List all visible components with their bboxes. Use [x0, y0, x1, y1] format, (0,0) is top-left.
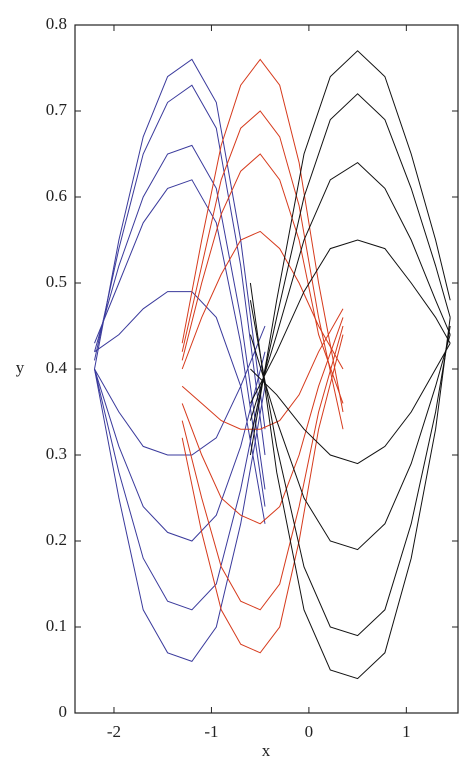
- curve: [94, 84, 266, 456]
- curve: [181, 325, 344, 611]
- x-tick-label: 0: [305, 722, 314, 741]
- y-tick-label: 0.6: [46, 186, 67, 205]
- y-tick-label: 0.4: [46, 358, 68, 377]
- y-tick-label: 0.8: [46, 14, 67, 33]
- curve: [181, 308, 344, 430]
- curve: [94, 368, 266, 611]
- curve: [249, 300, 451, 637]
- y-tick-label: 0.1: [46, 616, 67, 635]
- curve: [94, 58, 266, 430]
- curve: [181, 230, 344, 370]
- y-axis-label: y: [16, 358, 25, 377]
- curve: [181, 58, 344, 413]
- curve: [249, 282, 451, 680]
- curve: [249, 93, 451, 438]
- curve: [94, 368, 266, 662]
- y-tick-label: 0.3: [46, 444, 67, 463]
- curve: [249, 334, 451, 551]
- curve: [94, 179, 266, 507]
- curve: [249, 50, 451, 456]
- x-axis-label: x: [262, 741, 271, 760]
- y-tick-label: 0.2: [46, 530, 67, 549]
- curve: [250, 342, 451, 465]
- curve: [249, 161, 451, 421]
- curve: [94, 325, 266, 456]
- y-tick-label: 0: [59, 702, 68, 721]
- curve: [94, 351, 266, 542]
- y-tick-label: 0.7: [46, 100, 68, 119]
- curve: [181, 110, 344, 430]
- x-tick-label: 1: [402, 722, 411, 741]
- curve: [181, 334, 344, 654]
- x-tick-label: -1: [204, 722, 218, 741]
- curve: [249, 239, 451, 404]
- x-tick-label: -2: [107, 722, 121, 741]
- curve: [94, 291, 266, 524]
- curve: [181, 153, 344, 404]
- curve: [94, 144, 266, 490]
- y-tick-label: 0.5: [46, 272, 67, 291]
- curve: [181, 317, 344, 525]
